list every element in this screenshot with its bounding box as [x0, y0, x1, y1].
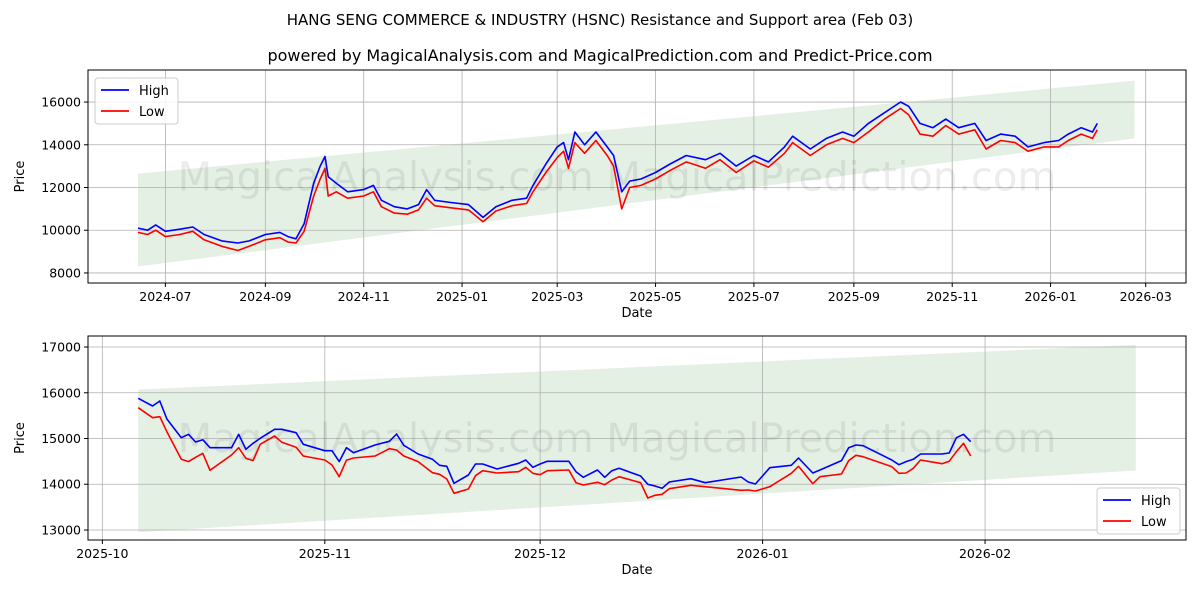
axes-frame	[87, 69, 1187, 284]
x-tick-label: 2025-09	[828, 289, 880, 304]
series-line-high	[137, 397, 972, 490]
x-tick-label: 2025-12	[514, 546, 566, 561]
x-tick-label: 2025-05	[629, 289, 681, 304]
x-tick-label: 2025-10	[76, 546, 128, 561]
x-axis-label: Date	[621, 306, 652, 321]
y-tick-label: 16000	[41, 95, 81, 110]
chart-panel-2: 2025-10 2025-11 2025-12 2026-01 2026-02 13000…	[13, 335, 1187, 578]
x-tick-label: 2026-01	[736, 546, 788, 561]
x-tick-label: 2024-09	[239, 289, 291, 304]
y-tick-label: 12000	[41, 180, 81, 195]
legend: High Low	[1096, 487, 1181, 535]
x-tick-label: 2026-03	[1120, 289, 1172, 304]
x-tick-label: 2026-02	[959, 546, 1011, 561]
series-line-high	[137, 101, 1098, 244]
x-tick-label: 2025-03	[531, 289, 583, 304]
y-tick-label: 14000	[41, 137, 81, 152]
x-tick-label: 2024-07	[139, 289, 191, 304]
chart-title: HANG SENG COMMERCE & INDUSTRY (HSNC) Res…	[286, 11, 914, 29]
x-axis-label: Date	[621, 563, 652, 578]
y-tick-label: 13000	[41, 522, 81, 537]
legend-label-high: High	[139, 84, 169, 99]
legend-label-high: High	[1141, 494, 1171, 509]
watermark: MagicalAnalysis.com MagicalPrediction.co…	[178, 155, 1057, 201]
legend: High Low	[94, 77, 179, 125]
y-tick-label: 17000	[41, 340, 81, 355]
legend-label-low: Low	[139, 105, 165, 120]
legend-label-low: Low	[1141, 515, 1167, 530]
y-tick-label: 8000	[49, 265, 81, 280]
chart-panel-1: 2024-07 2024-09 2024-11 2025-01 2025-03 2025-…	[13, 69, 1187, 321]
y-tick-label: 14000	[41, 477, 81, 492]
series-line-low	[137, 107, 1098, 252]
axes-frame	[87, 335, 1187, 541]
x-tick-label: 2025-01	[436, 289, 488, 304]
y-tick-label: 16000	[41, 385, 81, 400]
y-tick-label: 10000	[41, 223, 81, 238]
y-tick-label: 15000	[41, 431, 81, 446]
chart-subtitle: powered by MagicalAnalysis.com and Magic…	[267, 46, 933, 65]
series-line-low	[137, 407, 972, 499]
x-tick-label: 2025-11	[299, 546, 351, 561]
x-tick-label: 2025-11	[926, 289, 978, 304]
x-tick-label: 2024-11	[338, 289, 390, 304]
x-tick-label: 2025-07	[728, 289, 780, 304]
y-axis-label: Price	[13, 422, 28, 454]
watermark: MagicalAnalysis.com MagicalPrediction.co…	[178, 416, 1057, 462]
y-axis-label: Price	[13, 161, 28, 193]
x-tick-label: 2026-01	[1024, 289, 1076, 304]
support-resistance-band	[137, 80, 1135, 267]
